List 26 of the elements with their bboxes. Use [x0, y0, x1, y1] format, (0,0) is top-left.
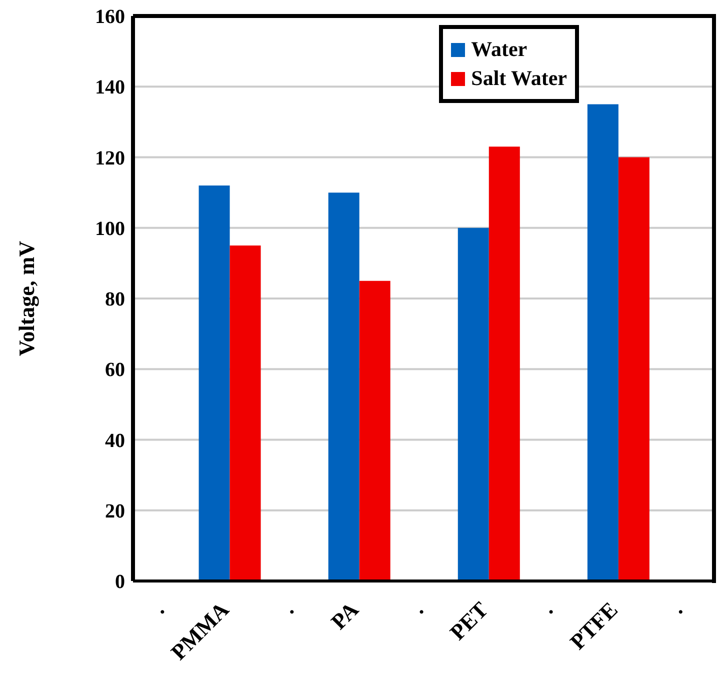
x-tick-label: .	[536, 596, 558, 618]
y-tick-label: 60	[105, 359, 125, 382]
y-tick-label: 0	[115, 571, 125, 594]
y-tick-label: 100	[95, 218, 125, 240]
bar	[230, 246, 261, 581]
legend-label: Water	[471, 37, 528, 62]
bar	[458, 228, 489, 581]
bar	[488, 146, 520, 581]
legend-label: Salt Water	[471, 66, 567, 91]
y-tick-label: 160	[95, 6, 125, 28]
bar	[618, 157, 650, 581]
x-tick-label: .	[406, 596, 428, 618]
bar	[328, 192, 360, 581]
bar	[198, 186, 230, 581]
y-tick-label: 40	[105, 430, 125, 452]
y-tick-label: 140	[95, 76, 125, 99]
y-tick-label: 120	[95, 147, 125, 170]
y-axis-title: Voltage, mV	[14, 240, 39, 356]
y-tick-label: 20	[105, 500, 125, 522]
bar	[359, 280, 390, 581]
x-tick-label: PA	[326, 596, 364, 634]
x-tick-label: .	[666, 596, 688, 618]
x-tick-label: .	[147, 596, 169, 618]
bar	[587, 104, 618, 581]
x-tick-label: .	[276, 596, 298, 618]
y-tick-label: 80	[105, 288, 125, 311]
